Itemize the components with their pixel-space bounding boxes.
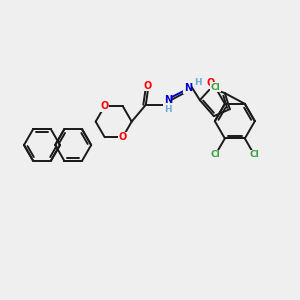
Text: O: O: [100, 101, 109, 111]
Text: O: O: [144, 81, 152, 91]
Text: H: H: [194, 78, 202, 87]
Text: O: O: [207, 78, 215, 88]
Text: N: N: [184, 83, 192, 93]
Text: Cl: Cl: [211, 83, 220, 92]
Text: Cl: Cl: [211, 150, 220, 159]
Text: Cl: Cl: [250, 150, 259, 159]
Text: N: N: [164, 95, 172, 105]
Text: H: H: [164, 105, 172, 114]
Text: O: O: [118, 132, 127, 142]
